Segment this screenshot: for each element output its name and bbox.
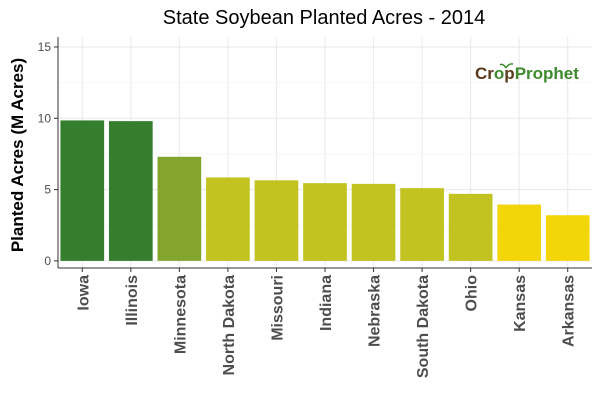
bars (60, 120, 590, 261)
x-tick-label: Kansas (512, 275, 529, 332)
bar-illinois (108, 121, 153, 261)
cropprophet-logo: CropProphet (475, 64, 579, 83)
bar-minnesota (157, 156, 202, 261)
bar-indiana (303, 183, 347, 261)
x-tick-label: Nebraska (367, 275, 384, 347)
bar-south-dakota (400, 188, 444, 261)
y-tick-label: 15 (38, 40, 52, 54)
bar-arkansas (545, 215, 590, 261)
x-tick-label: South Dakota (415, 275, 432, 378)
x-tick-label: Arkansas (561, 275, 578, 347)
logo-text-part2: o (494, 64, 504, 83)
logo-text-part4: Prophet (515, 64, 580, 83)
bar-kansas (497, 204, 542, 261)
x-tick-label: Indiana (318, 275, 335, 331)
bar-ohio (448, 193, 493, 261)
bar-iowa (60, 120, 105, 261)
logo-text-part3: p (504, 64, 514, 83)
x-tick-label: Minnesota (172, 275, 189, 354)
x-tick-label: Ohio (464, 275, 481, 312)
x-tick-label: North Dakota (221, 275, 238, 376)
x-tick-label: Iowa (75, 275, 92, 311)
axes: 0 5 10 15 Iowa Illinois Minnesota North Dakota M… (38, 37, 592, 378)
bar-north-dakota (206, 177, 250, 261)
x-tick-label: Illinois (124, 275, 141, 326)
bar-missouri (254, 180, 299, 261)
logo-text-part1: Cr (475, 64, 494, 83)
bar-nebraska (351, 183, 396, 261)
chart-title: State Soybean Planted Acres - 2014 (163, 7, 485, 29)
y-tick-label: 0 (44, 254, 51, 268)
y-axis-label: Planted Acres (M Acres) (8, 58, 27, 252)
y-tick-label: 10 (38, 111, 52, 125)
x-tick-label: Missouri (269, 275, 286, 341)
sprout-icon (499, 63, 514, 69)
y-tick-label: 5 (44, 183, 51, 197)
